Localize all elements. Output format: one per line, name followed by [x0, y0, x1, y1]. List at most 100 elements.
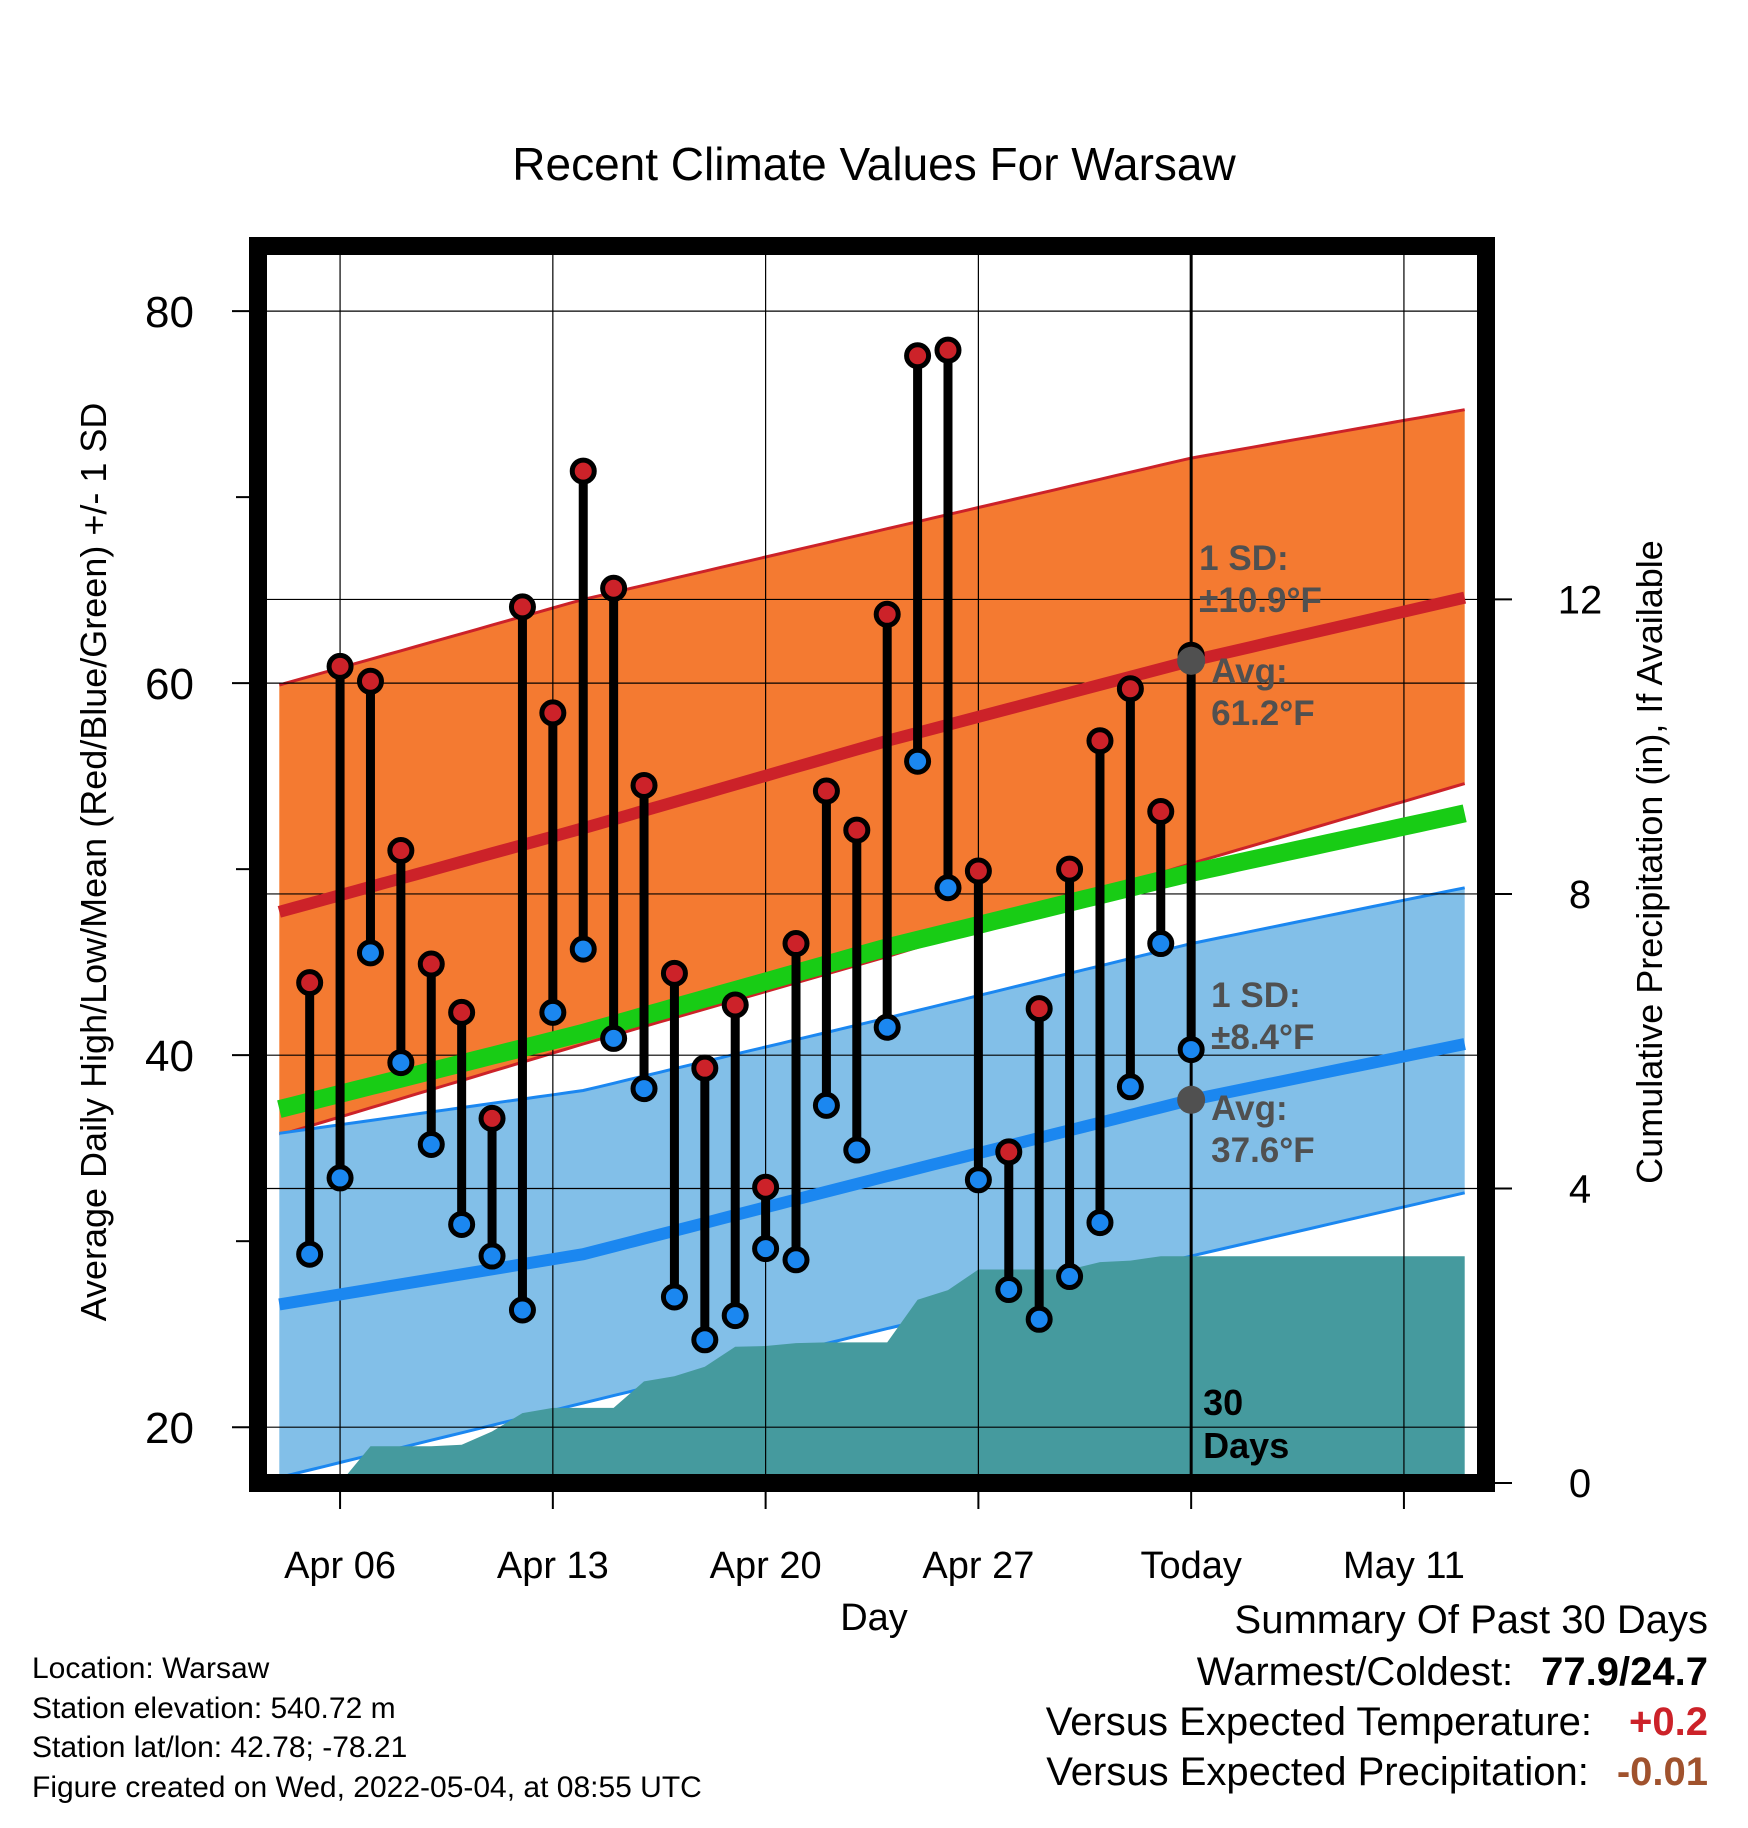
precipitation-area: [279, 1256, 1465, 1483]
summary-precipitation: Versus Expected Precipitation: -0.01: [1046, 1750, 1708, 1795]
y-tick-label: 80: [145, 288, 194, 337]
y-tick-label: 20: [145, 1404, 194, 1453]
observed-low-point: [356, 939, 384, 967]
observed-high-point: [934, 336, 962, 364]
observed-high-point: [660, 959, 688, 987]
precip-label: Versus Expected Precipitation:: [1046, 1750, 1589, 1794]
high-band-upper-edge: [278, 408, 1465, 687]
observed-low-point: [1116, 1073, 1144, 1101]
elevation-text: Station elevation: 540.72 m: [32, 1692, 396, 1725]
observed-high-point: [569, 457, 597, 485]
observed-low-point: [873, 1013, 901, 1041]
latlon-text: Station lat/lon: 42.78; -78.21: [32, 1731, 408, 1764]
x-tick-label: Apr 13: [497, 1545, 609, 1587]
x-tick-label: Apr 20: [710, 1545, 822, 1587]
observed-low-point: [539, 998, 567, 1026]
observed-low-point: [904, 747, 932, 775]
observed-low-point: [721, 1302, 749, 1330]
observed-low-point: [995, 1276, 1023, 1304]
high-avg-annotation: 61.2°F: [1211, 694, 1315, 733]
observed-high-point: [1056, 855, 1084, 883]
x-tick-label: Apr 27: [922, 1545, 1034, 1587]
y-axis-label-left: Average Daily High/Low/Mean (Red/Blue/Gr…: [73, 403, 114, 1322]
x-tick-label: Apr 06: [284, 1545, 396, 1587]
observed-low-point: [1177, 1036, 1205, 1064]
low-band-upper-edge: [279, 886, 1465, 1135]
observed-temperatures: [296, 336, 1205, 1354]
observed-low-point: [660, 1283, 688, 1311]
observed-high-point: [752, 1173, 780, 1201]
precip-cumulative-area: [279, 1256, 1465, 1483]
observed-low-point: [387, 1049, 415, 1077]
low-normal-line: [278, 1038, 1466, 1311]
observed-low-point: [1147, 930, 1175, 958]
observed-low-point: [782, 1246, 810, 1274]
days-label-number: 30: [1203, 1382, 1243, 1423]
observed-high-point: [296, 969, 324, 997]
observed-high-point: [1116, 675, 1144, 703]
observed-low-point: [934, 874, 962, 902]
observed-high-point: [812, 777, 840, 805]
y-right-tick-label: 4: [1569, 1167, 1591, 1211]
observed-high-point: [448, 998, 476, 1026]
observed-low-point: [964, 1166, 992, 1194]
x-axis-label: Day: [840, 1597, 908, 1639]
x-tick-label: Today: [1140, 1545, 1241, 1587]
observed-high-point: [387, 837, 415, 865]
observed-low-point: [478, 1242, 506, 1270]
temp-value: +0.2: [1629, 1700, 1708, 1744]
observed-high-point: [508, 593, 536, 621]
observed-high-point: [539, 699, 567, 727]
observed-high-point: [1147, 797, 1175, 825]
observed-low-point: [630, 1075, 658, 1103]
observed-low-point: [1056, 1263, 1084, 1291]
low-sd-annotation: ±8.4°F: [1211, 1018, 1314, 1057]
observed-high-point: [843, 816, 871, 844]
y-right-tick-label: 12: [1558, 578, 1603, 622]
high-normal-line: [277, 591, 1467, 918]
low-avg-annotation: 37.6°F: [1211, 1131, 1315, 1170]
observed-high-point: [356, 667, 384, 695]
normal-lines: [277, 591, 1467, 1311]
plot-frame: [249, 237, 1495, 1492]
observed-low-point: [326, 1164, 354, 1192]
observed-high-point: [873, 600, 901, 628]
mean-normal-line: [277, 804, 1467, 1118]
observed-low-point: [752, 1235, 780, 1263]
low-sd-annotation: 1 SD:: [1211, 976, 1300, 1015]
warmest-coldest-value: 77.9/24.7: [1541, 1650, 1708, 1694]
observed-low-point: [843, 1136, 871, 1164]
warmest-coldest-label: Warmest/Coldest:: [1196, 1650, 1514, 1694]
observed-low-point: [569, 935, 597, 963]
low-avg-annotation: Avg:: [1211, 1089, 1287, 1128]
observed-high-point: [1025, 995, 1053, 1023]
axes: Apr 06 Apr 13 Apr 20 Apr 27 Today May 1120406…: [145, 288, 1602, 1587]
observed-high-point: [721, 991, 749, 1019]
days-label-text: Days: [1203, 1425, 1289, 1466]
observed-low-point: [1025, 1305, 1053, 1333]
observed-high-point: [904, 342, 932, 370]
observed-high-point: [691, 1054, 719, 1082]
observed-high-point: [600, 574, 628, 602]
plot-border: [249, 237, 1495, 1492]
observed-low-point: [691, 1326, 719, 1354]
observed-high-point: [326, 652, 354, 680]
high-sd-annotation: ±10.9°F: [1199, 581, 1322, 620]
observed-high-point: [964, 857, 992, 885]
observed-high-point: [417, 950, 445, 978]
created-text: Figure created on Wed, 2022-05-04, at 08…: [32, 1771, 702, 1804]
observed-low-point: [417, 1130, 445, 1158]
y-axis-label-right: Cumulative Precipitation (in), If Availa…: [1629, 540, 1670, 1184]
observed-high-point: [630, 771, 658, 799]
y-tick-label: 60: [145, 660, 194, 709]
y-right-tick-label: 0: [1569, 1462, 1591, 1506]
observed-low-point: [1086, 1209, 1114, 1237]
y-right-tick-label: 8: [1569, 873, 1591, 917]
observed-high-point: [478, 1104, 506, 1132]
today-low-normal-marker: [1177, 1085, 1206, 1114]
observed-low-point: [508, 1296, 536, 1324]
chart-title: Recent Climate Values For Warsaw: [512, 138, 1236, 190]
today-high-normal-marker: [1177, 646, 1206, 675]
